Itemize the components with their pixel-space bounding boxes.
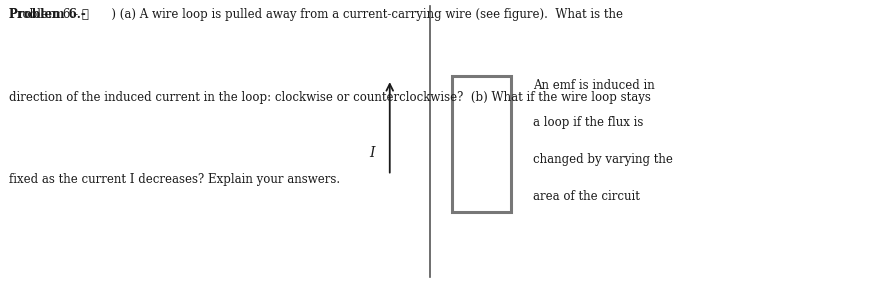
Text: changed by varying the: changed by varying the <box>533 153 673 166</box>
Text: An emf is induced in: An emf is induced in <box>533 79 655 92</box>
Bar <box>452 76 511 212</box>
Text: I: I <box>369 146 375 160</box>
Text: a loop if the flux is: a loop if the flux is <box>533 116 643 129</box>
Text: area of the circuit: area of the circuit <box>533 190 640 203</box>
Text: Problem 6.- ͜      ) (a) A wire loop is pulled away from a current-carrying wire: Problem 6.- ͜ ) (a) A wire loop is pulle… <box>9 8 623 22</box>
Text: Problem 6.-: Problem 6.- <box>9 8 86 22</box>
Text: fixed as the current I decreases? Explain your answers.: fixed as the current I decreases? Explai… <box>9 173 340 186</box>
Text: direction of the induced current in the loop: clockwise or counterclockwise?  (b: direction of the induced current in the … <box>9 91 650 104</box>
